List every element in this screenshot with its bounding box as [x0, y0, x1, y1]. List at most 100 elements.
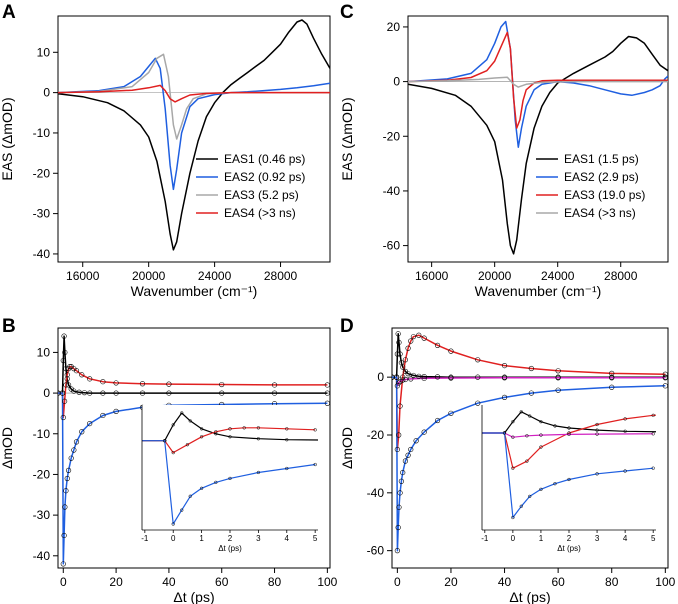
legend: EAS1 (1.5 ps) EAS2 (2.9 ps) EAS3 (19.0 ps)…: [536, 152, 645, 220]
inset-x-axis-label: Δt (ps): [557, 544, 581, 553]
x-tick-label: 100: [317, 575, 337, 589]
inset-data-point: [539, 487, 543, 491]
y-axis-label: EAS (ΔmOD): [0, 97, 15, 180]
data-point-marker: [501, 375, 508, 381]
y-tick-label: -30: [33, 207, 51, 221]
data-point-marker: [405, 345, 411, 351]
y-tick-label: -40: [33, 247, 51, 261]
data-point-marker: [400, 377, 406, 383]
data-point-marker: [448, 410, 454, 416]
panel-letter: A: [2, 2, 16, 23]
legend-label: EAS3 (19.0 ps): [564, 188, 645, 202]
series-line-eas1: [408, 35, 668, 255]
y-tick-label: -40: [383, 184, 401, 198]
inset-data-point: [455, 432, 458, 435]
y-tick-label: 0: [377, 370, 384, 384]
series-line-blue: [392, 376, 666, 552]
inset-data-point: [199, 427, 204, 431]
y-tick-label: -20: [383, 129, 401, 143]
data-point-marker: [60, 414, 66, 421]
data-point-marker: [393, 374, 400, 380]
inset-data-point: [313, 462, 317, 467]
data-point-marker: [501, 362, 508, 369]
inset-data-point: [539, 420, 543, 424]
data-point-marker: [113, 380, 119, 386]
data-point-marker: [397, 378, 403, 385]
inset-data-point: [228, 427, 232, 431]
data-point-marker: [81, 390, 88, 396]
inset-x-tick-label: -1: [481, 534, 489, 543]
inset-data-point: [539, 445, 543, 449]
y-tick-label: 10: [37, 345, 51, 359]
x-tick-label: 16000: [415, 269, 449, 283]
inset-x-tick-label: -1: [141, 534, 149, 543]
data-point-marker: [76, 389, 82, 395]
x-tick-label: 16000: [66, 269, 100, 283]
data-point-marker: [475, 357, 481, 363]
y-tick-label: -10: [33, 427, 51, 441]
y-tick-label: 0: [43, 86, 50, 100]
data-point-marker: [87, 376, 93, 382]
inset-data-point: [115, 439, 118, 442]
x-tick-label: 0: [60, 575, 67, 589]
data-point-marker: [62, 504, 68, 510]
x-tick-label: 24000: [198, 269, 232, 283]
inset-x-tick-label: 3: [256, 534, 261, 543]
data-point-marker: [398, 478, 404, 484]
series-line-black: [58, 335, 328, 394]
inset-data-point: [502, 431, 507, 435]
x-tick-label: 20: [444, 575, 458, 589]
inset-data-point: [228, 476, 232, 481]
data-point-marker: [62, 349, 68, 356]
inset-data-point: [651, 413, 655, 417]
data-point-marker: [397, 490, 403, 496]
inset-data-point: [285, 438, 289, 442]
x-axis-label: Δt (ps): [509, 589, 550, 604]
inset-data-point: [285, 466, 289, 471]
data-point-marker: [528, 390, 534, 396]
series-line-eas4: [58, 84, 330, 103]
inset-x-tick-label: 5: [651, 534, 656, 543]
series-group: [58, 19, 330, 251]
data-point-marker: [408, 338, 414, 344]
y-tick-label: -40: [33, 549, 51, 563]
inset-data-point: [511, 515, 515, 520]
inset-data-point: [567, 477, 571, 482]
inset-data-point: [595, 428, 599, 432]
series-line-eas2: [58, 57, 330, 191]
data-point-marker: [61, 532, 67, 539]
series-line-red: [58, 365, 328, 419]
inset-data-point: [171, 522, 175, 526]
inset-series-line-red: [482, 414, 656, 469]
inset-data-point: [188, 494, 192, 498]
inset-x-tick-label: 0: [511, 534, 516, 543]
data-point-marker: [410, 334, 417, 340]
inset-data-point: [242, 426, 246, 430]
inset-series-line-red: [142, 427, 316, 454]
x-tick-label: 20: [109, 575, 123, 589]
y-tick-label: -40: [367, 486, 385, 500]
data-point-marker: [271, 382, 278, 388]
data-point-marker: [448, 348, 454, 354]
y-axis-label: ΔmOD: [0, 427, 15, 469]
data-point-marker: [324, 400, 330, 406]
inset-data-point: [256, 470, 261, 475]
inset-series-line-black: [482, 411, 656, 434]
y-tick-label: -20: [33, 467, 51, 481]
x-tick-label: 40: [498, 575, 512, 589]
inset-data-point: [595, 422, 599, 427]
data-point-marker: [100, 379, 106, 385]
data-point-marker: [79, 429, 85, 435]
legend-label: EAS4 (>3 ns): [564, 206, 636, 220]
inset-x-tick-label: 0: [171, 534, 176, 543]
inset-data-point: [171, 423, 175, 427]
data-point-marker: [395, 524, 401, 531]
data-point-marker: [394, 446, 400, 453]
data-point-marker: [65, 382, 72, 388]
y-tick-label: -30: [33, 508, 51, 522]
inset-data-point: [528, 494, 532, 499]
x-tick-label: 28000: [604, 269, 638, 283]
data-point-marker: [662, 371, 668, 377]
y-tick-label: -60: [367, 544, 385, 558]
inset-data-point: [623, 417, 627, 421]
